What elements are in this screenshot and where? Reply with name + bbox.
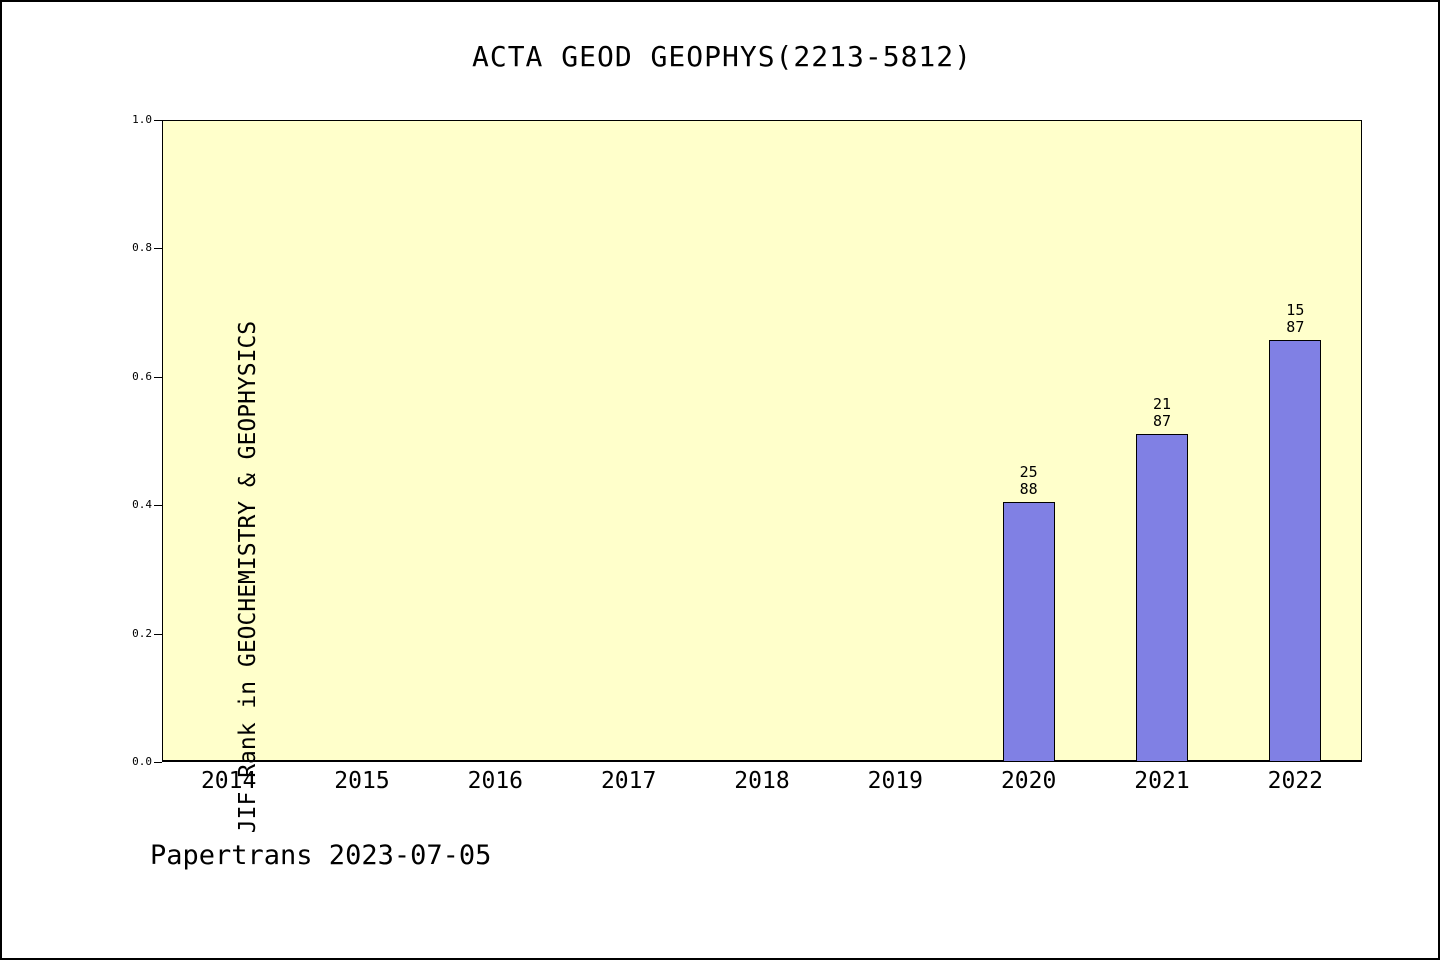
bar-2021	[1136, 433, 1188, 762]
y-tick-mark	[154, 376, 162, 378]
x-tick-label: 2021	[1134, 768, 1190, 794]
y-tick-label: 0.8	[132, 241, 152, 255]
x-tick-label: 2018	[734, 768, 790, 794]
bar-label-total: 87	[1152, 411, 1172, 430]
y-tick-label: 0.6	[132, 369, 152, 383]
x-tick-label: 2022	[1267, 768, 1324, 794]
x-axis-title: Year	[1402, 916, 1438, 942]
bar-label-rank: 25	[1019, 463, 1038, 481]
bar-label-2020: 25 88	[989, 464, 1069, 498]
x-tick-label: 2019	[867, 768, 924, 794]
bar-2022	[1269, 340, 1322, 762]
bar-label-total: 88	[1019, 480, 1038, 498]
bar-label-total: 87	[1286, 318, 1305, 337]
y-tick-mark	[154, 120, 162, 121]
chart-title: ACTA GEOD GEOPHYS(2213-5812)	[471, 40, 972, 73]
bar-2020	[1002, 502, 1055, 762]
y-tick-mark	[154, 762, 162, 763]
y-tick-label: 0.4	[132, 498, 152, 512]
y-tick-label: 0.2	[132, 626, 152, 640]
bar-label-2022: 15 87	[1255, 302, 1335, 336]
y-tick-mark	[154, 633, 162, 635]
x-tick-label: 2017	[600, 768, 657, 794]
bar-label-2021: 21 87	[1122, 394, 1202, 430]
y-tick-label: 1.0	[132, 113, 152, 126]
footer-note: Papertrans 2023-07-05	[150, 840, 492, 871]
x-tick-label: 2016	[467, 768, 524, 794]
y-tick-mark	[154, 248, 162, 250]
x-tick-label: 2014	[200, 768, 257, 794]
bar-label-rank: 15	[1286, 301, 1305, 320]
y-tick-label: 0.0	[132, 755, 152, 768]
x-tick-label: 2015	[334, 768, 390, 794]
x-tick-label: 2020	[1000, 768, 1057, 794]
bar-label-rank: 21	[1152, 394, 1172, 413]
y-tick-mark	[154, 505, 162, 507]
plot-wrap: JIF Rank in GEOCHEMISTRY & GEOPHYSICS Ye…	[132, 113, 1362, 833]
